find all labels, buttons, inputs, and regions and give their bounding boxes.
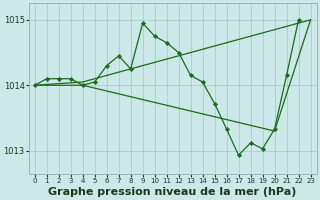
X-axis label: Graphe pression niveau de la mer (hPa): Graphe pression niveau de la mer (hPa) [48,187,297,197]
